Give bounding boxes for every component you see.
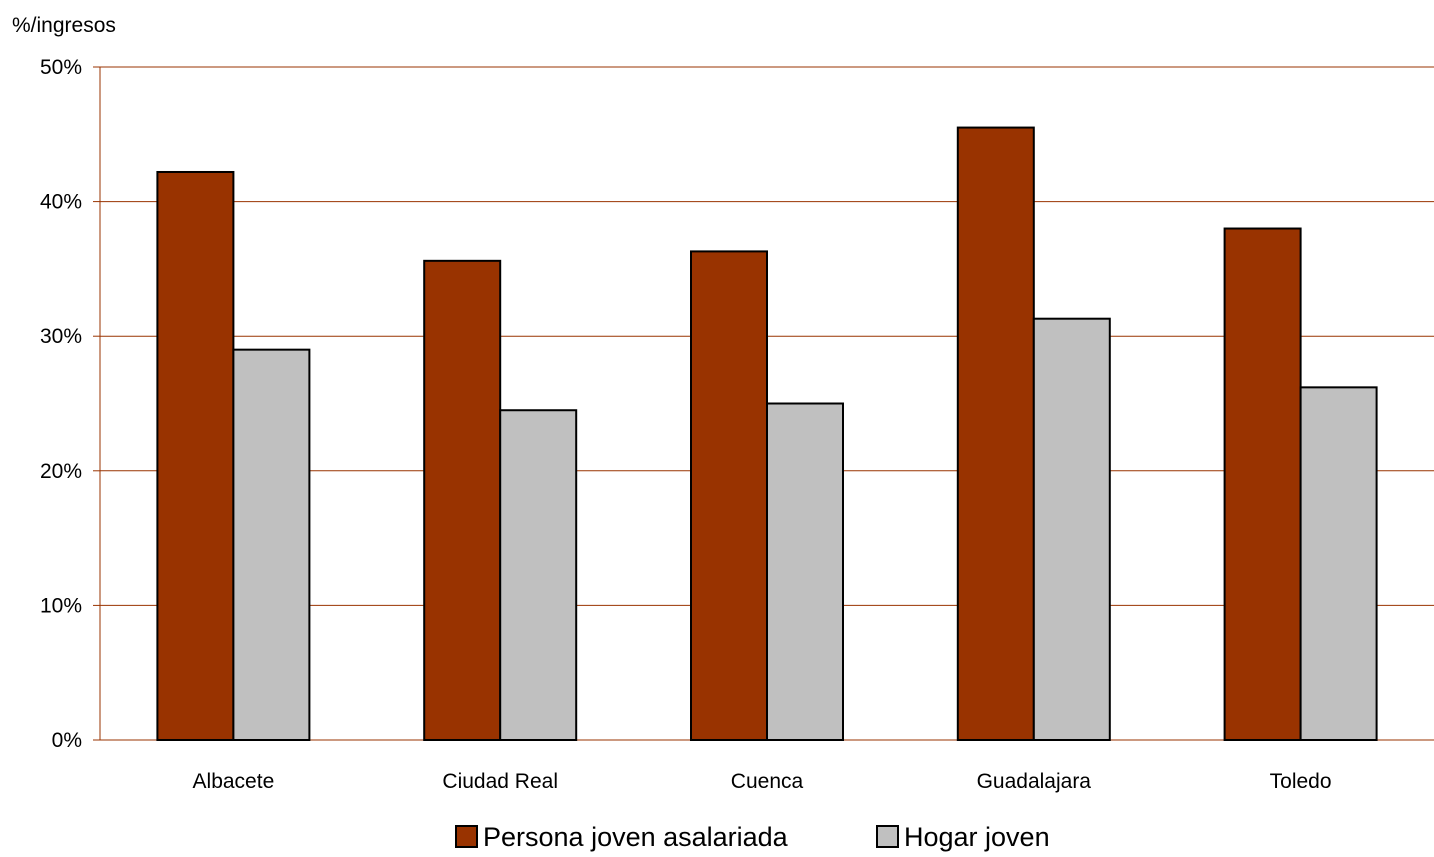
bar-hogar-joven	[1032, 317, 1111, 741]
y-tick-label: 50%	[40, 56, 82, 79]
x-tick-label: Toledo	[1270, 770, 1332, 793]
bar-hogar-joven	[232, 348, 311, 741]
x-tick-label: Cuenca	[731, 770, 804, 793]
legend: Persona joven asalariada Hogar joven	[455, 822, 1050, 852]
y-tick-labels: 0% 10% 20% 30% 40% 50%	[40, 56, 82, 752]
legend-label: Hogar joven	[904, 822, 1050, 852]
bar-persona-joven-asalariada	[1223, 227, 1302, 742]
bar-hogar-joven	[499, 409, 578, 741]
bars	[156, 126, 1378, 742]
y-tick-label: 20%	[40, 460, 82, 483]
y-tick-label: 40%	[40, 191, 82, 214]
x-tick-label: Albacete	[193, 770, 275, 793]
bar-persona-joven-asalariada	[956, 126, 1035, 741]
bar-persona-joven-asalariada	[156, 170, 235, 742]
legend-swatch	[455, 825, 478, 848]
legend-label: Persona joven asalariada	[483, 822, 789, 852]
bar-persona-joven-asalariada	[690, 250, 768, 741]
y-tick-label: 0%	[52, 729, 82, 752]
x-tick-label: Guadalajara	[977, 770, 1092, 793]
bar-hogar-joven	[766, 402, 844, 741]
x-tick-label: Ciudad Real	[442, 770, 558, 793]
y-tick-label: 10%	[40, 594, 82, 617]
bar-hogar-joven	[1299, 386, 1378, 741]
y-tick-label: 30%	[40, 325, 82, 348]
x-tick-labels: Albacete Ciudad Real Cuenca Guadalajara Tole…	[193, 770, 1332, 793]
y-axis-label: %/ingresos	[12, 14, 116, 37]
legend-swatch	[876, 825, 899, 848]
bar-persona-joven-asalariada	[423, 259, 502, 741]
